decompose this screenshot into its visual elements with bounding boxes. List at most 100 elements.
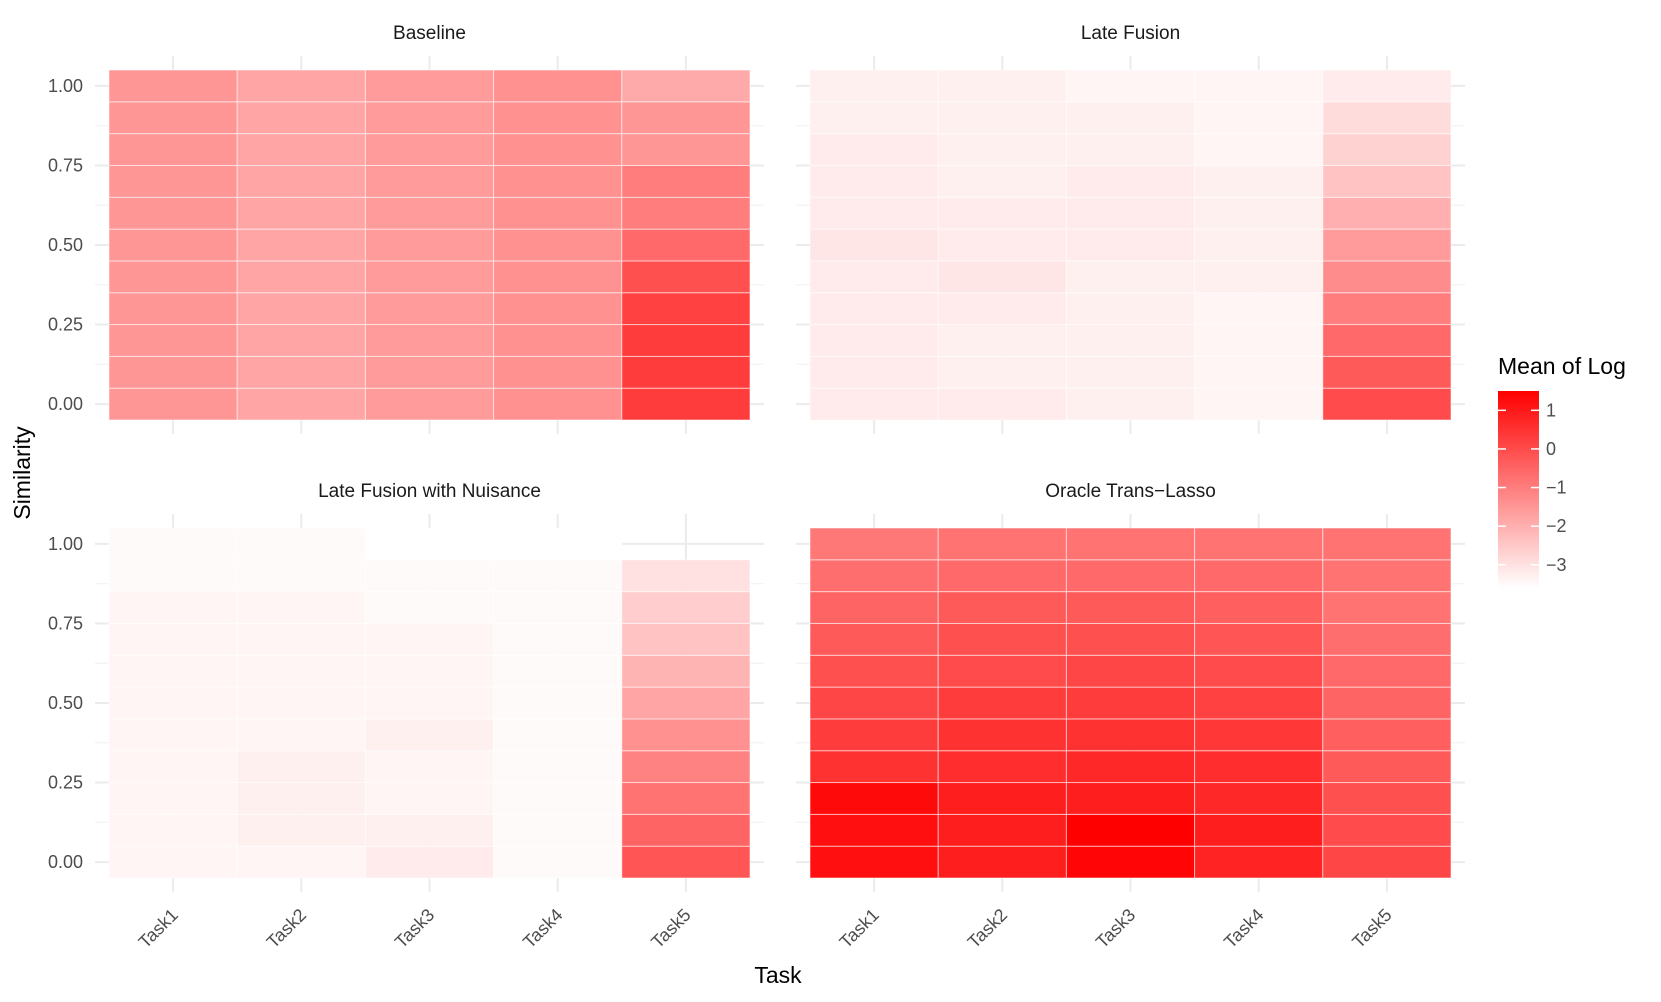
- heatmap-cell: [937, 559, 1067, 593]
- heatmap-cell: [1322, 782, 1452, 815]
- heatmap-cell: [1194, 527, 1324, 561]
- facet-title: Late Fusion: [1081, 23, 1180, 44]
- heatmap-cell: [621, 324, 751, 357]
- y-tick-label: 0.00: [48, 394, 83, 414]
- y-tick-label: 0.50: [48, 693, 83, 713]
- heatmap-cell: [1065, 654, 1196, 688]
- heatmap-cell: [493, 164, 623, 198]
- heatmap-cell: [1194, 355, 1324, 389]
- heatmap-cell: [108, 292, 238, 326]
- heatmap-cell: [236, 686, 366, 720]
- heatmap-cell: [1065, 355, 1196, 389]
- heatmap-cell: [1065, 101, 1196, 135]
- heatmap-cell: [1065, 292, 1196, 326]
- heatmap-cell: [108, 196, 238, 230]
- heatmap-cell: [937, 387, 1067, 421]
- heatmap-cell: [1322, 387, 1452, 421]
- heatmap-cell: [621, 686, 751, 720]
- heatmap-cell: [364, 69, 495, 103]
- heatmap-cell: [1194, 196, 1324, 230]
- y-tick-label: 1.00: [48, 534, 83, 554]
- heatmap-cell: [809, 355, 939, 389]
- y-tick-label: 0.00: [48, 852, 83, 872]
- heatmap-cell: [1322, 686, 1452, 720]
- heatmap-cell: [1194, 591, 1324, 624]
- x-tick-label: Task2: [964, 905, 1011, 952]
- heatmap-cell: [493, 782, 623, 815]
- heatmap-cell: [809, 654, 939, 688]
- legend-ticks: 1 0 −1 −2 −3: [1498, 400, 1567, 575]
- heatmap-cell: [1194, 686, 1324, 720]
- heatmap-cell: [1322, 260, 1452, 294]
- heatmap-cell: [1322, 750, 1452, 784]
- heatmap-cell: [493, 196, 623, 230]
- heatmap-cell: [937, 196, 1067, 230]
- heatmap-cell: [364, 654, 495, 688]
- heatmap-cell: [937, 718, 1067, 752]
- legend-colorbar: [1498, 391, 1539, 588]
- heatmap-cell: [1194, 133, 1324, 166]
- heatmap-cell: [108, 654, 238, 688]
- heatmap-cell: [937, 101, 1067, 135]
- heatmap-cell: [809, 782, 939, 815]
- heatmap-cell: [364, 133, 495, 166]
- heatmap-cell: [364, 782, 495, 815]
- heatmap-cell: [1065, 591, 1196, 624]
- x-tick-label: Task5: [647, 905, 694, 952]
- y-tick-label: 0.75: [48, 155, 83, 175]
- heatmap-cell: [1322, 292, 1452, 326]
- heatmap-cell: [1194, 654, 1324, 688]
- heatmap-cell: [937, 591, 1067, 624]
- x-tick-label: Task1: [836, 905, 883, 952]
- heatmap-cell: [1322, 654, 1452, 688]
- heatmap-cell: [1194, 228, 1324, 262]
- color-legend: Mean of Log 1 0 −1 −2 −3: [1498, 353, 1626, 588]
- heatmap-cell: [1322, 591, 1452, 624]
- heatmap-cell: [621, 750, 751, 784]
- heatmap-cell: [1194, 559, 1324, 593]
- heatmap-cell: [108, 228, 238, 262]
- heatmap-cell: [108, 845, 238, 879]
- heatmap-cell: [1065, 718, 1196, 752]
- heatmap-cell: [493, 527, 623, 561]
- heatmap-cell: [236, 101, 366, 135]
- heatmap-cell: [364, 228, 495, 262]
- heatmap-cell: [1065, 69, 1196, 103]
- x-tick-label: Task1: [135, 905, 182, 952]
- heatmap-cell: [364, 292, 495, 326]
- heatmap-cell: [621, 782, 751, 815]
- y-tick-label: 0.50: [48, 235, 83, 255]
- heatmap-cell: [937, 133, 1067, 166]
- heatmap-cell: [108, 591, 238, 624]
- heatmap-cell: [1322, 527, 1452, 561]
- heatmap-cell: [364, 101, 495, 135]
- heatmap-cell: [1322, 196, 1452, 230]
- heatmap-cell: [809, 101, 939, 135]
- heatmap-cell: [1194, 164, 1324, 198]
- heatmap-cell: [621, 69, 751, 103]
- y-axis-title: Similarity: [9, 426, 35, 520]
- facet-title: Oracle Trans−Lasso: [1045, 481, 1216, 502]
- heatmap-cell: [809, 718, 939, 752]
- heatmap-cell: [236, 845, 366, 879]
- facets-layer: Baseline 0.00 0.25 0.50 0.75 1.00 Late Fusion L…: [48, 23, 1465, 952]
- heatmap-cell: [236, 355, 366, 389]
- facet-panel: Oracle Trans−Lasso Task1 Task2 Task3 Task4 Ta…: [796, 481, 1465, 952]
- heatmap-cell: [364, 591, 495, 624]
- heatmap-cell: [1065, 133, 1196, 166]
- heatmap-cell: [621, 355, 751, 389]
- heatmap-cell: [1065, 387, 1196, 421]
- heatmap-cell: [236, 324, 366, 357]
- heatmap-cell: [937, 324, 1067, 357]
- legend-title: Mean of Log: [1498, 353, 1626, 379]
- heatmap-cell: [1322, 324, 1452, 357]
- heatmap-cell: [1065, 196, 1196, 230]
- heatmap-cell: [809, 387, 939, 421]
- facet-panel: Baseline 0.00 0.25 0.50 0.75 1.00: [48, 23, 764, 434]
- heatmap-cell: [809, 527, 939, 561]
- heatmap-cell: [1065, 782, 1196, 815]
- heatmap-cell: [1194, 750, 1324, 784]
- heatmap-cell: [1194, 292, 1324, 326]
- heatmap-cell: [493, 750, 623, 784]
- heatmap-cell: [236, 591, 366, 624]
